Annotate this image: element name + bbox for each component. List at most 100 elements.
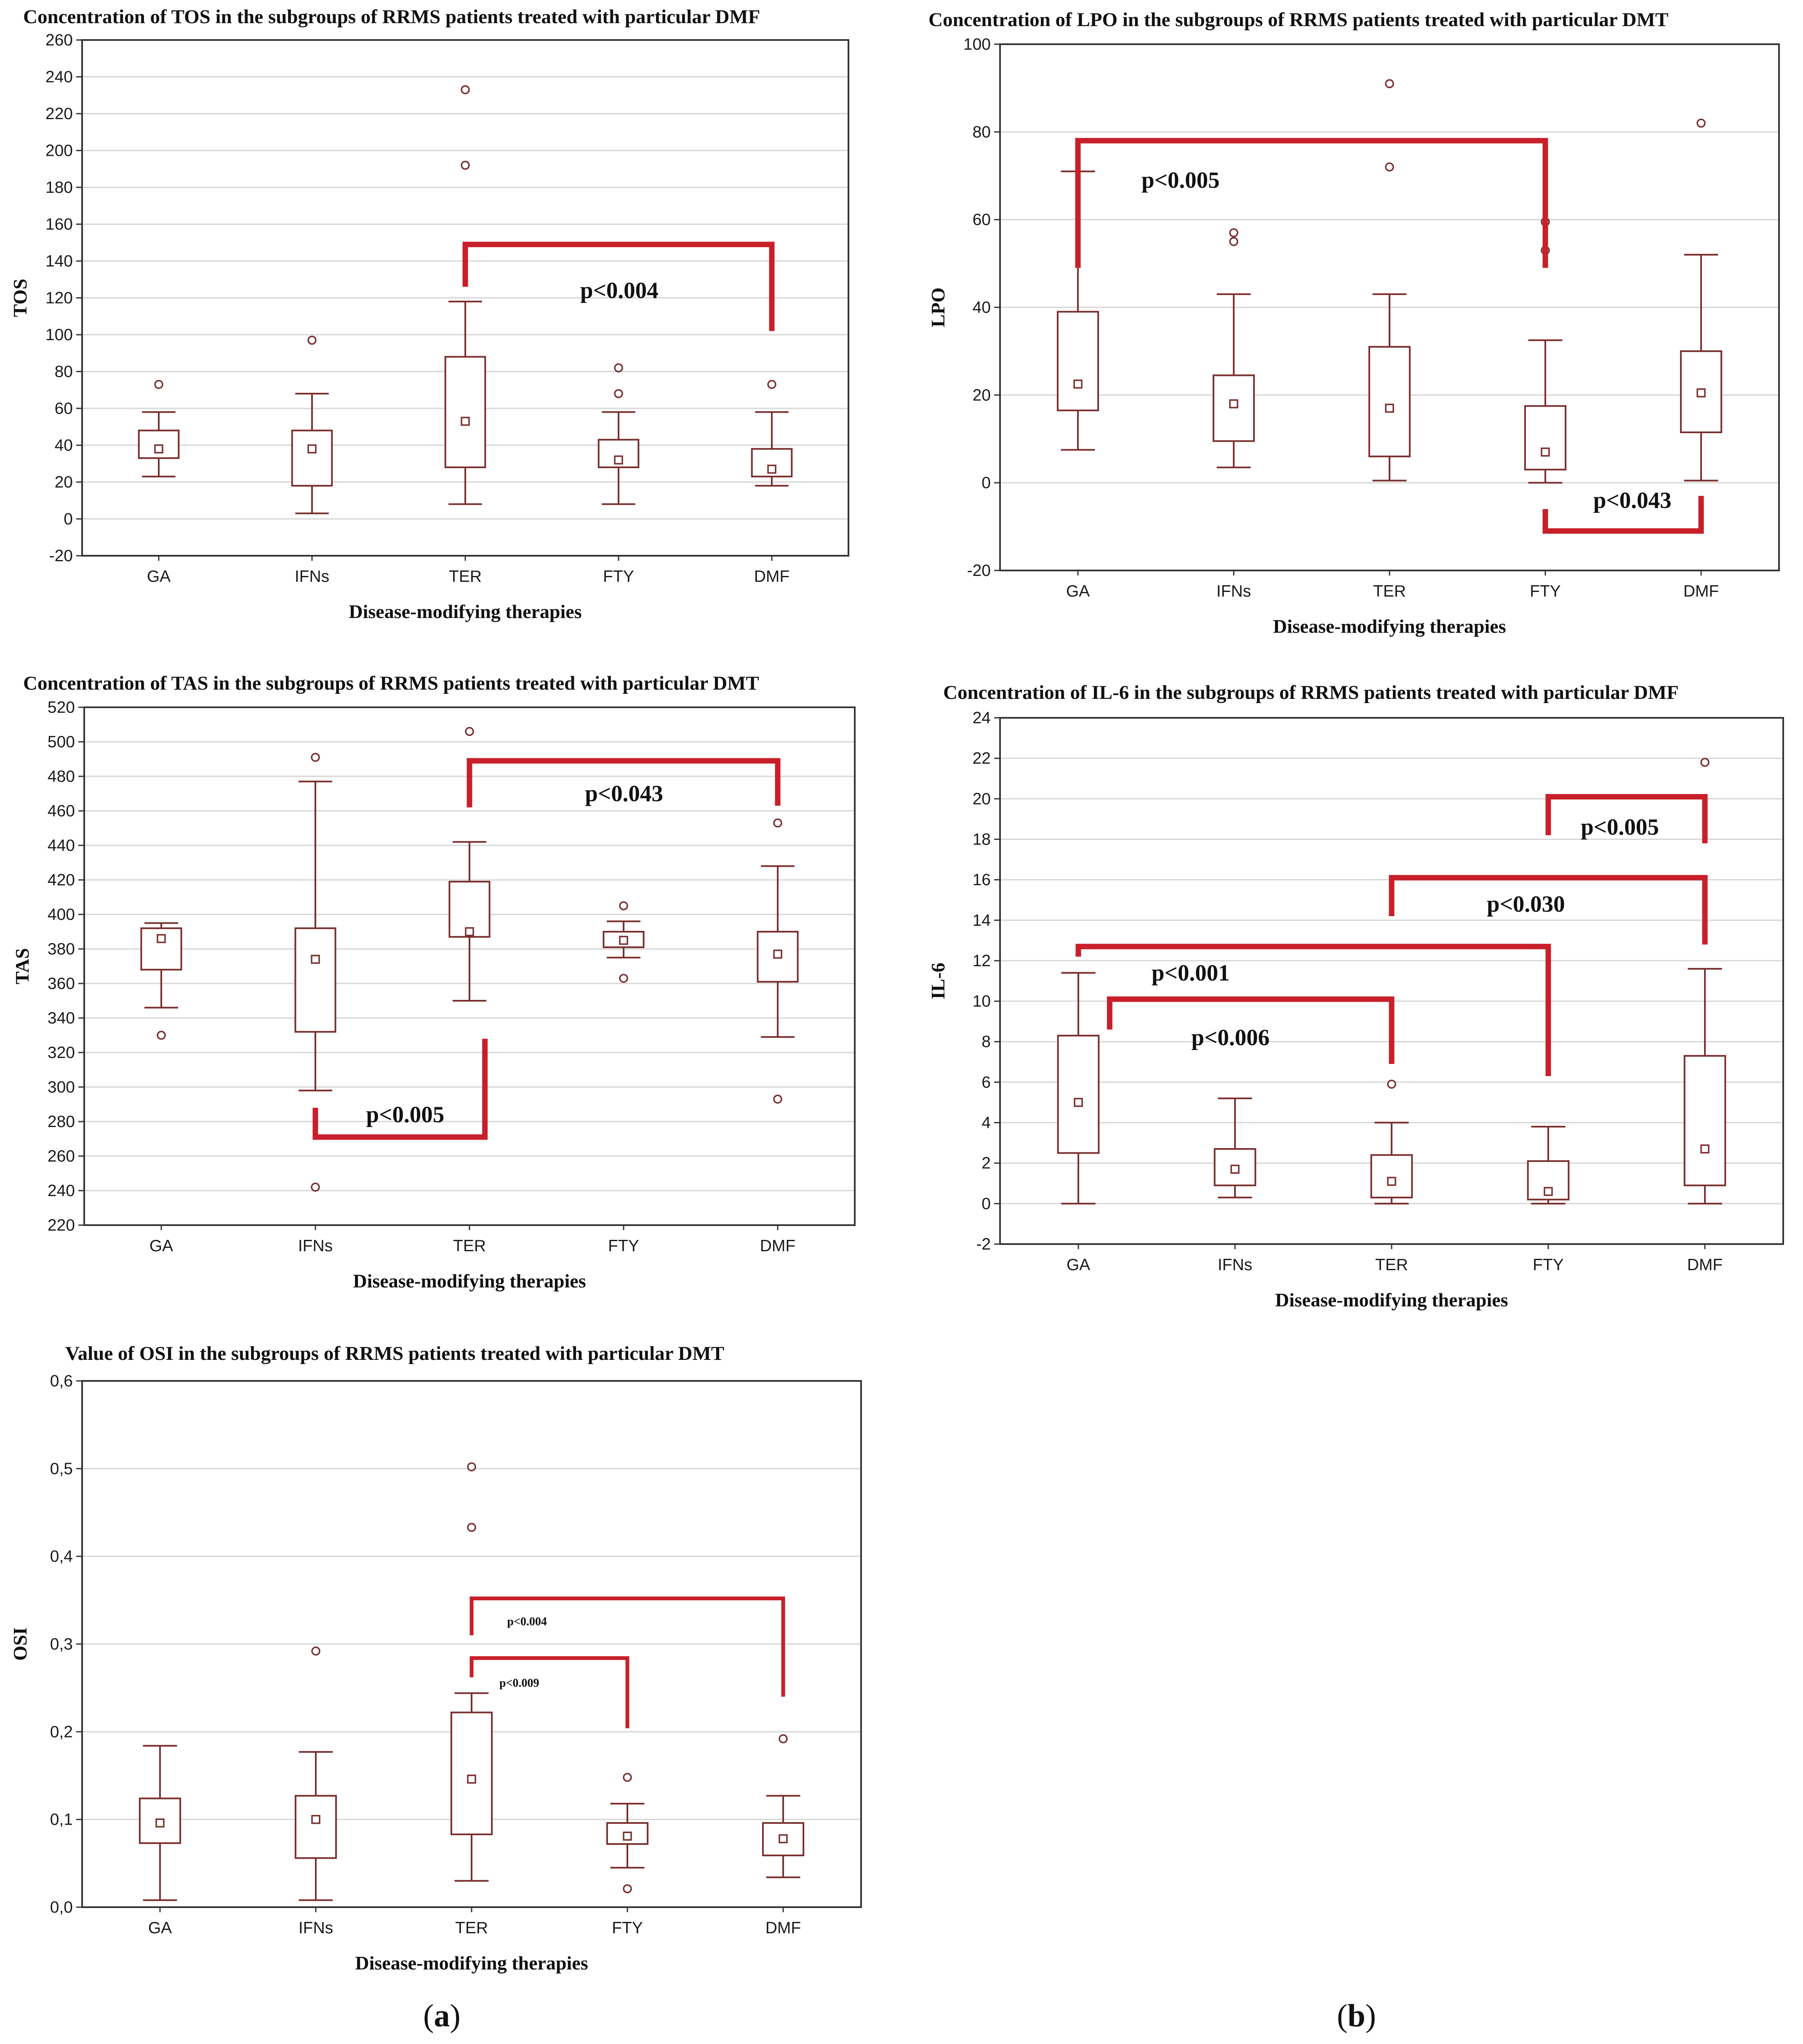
chart-osi: Value of OSI in the subgroups of RRMS pa… [9,1343,862,1974]
chart-tas: Concentration of TAS in the subgroups of… [11,672,856,1292]
y-tick-label: 440 [48,837,75,855]
chart-il6: Concentration of IL-6 in the subgroups o… [927,682,1784,1311]
p-value-label: p<0.009 [499,1676,539,1690]
y-tick-label: 80 [973,123,991,141]
median-marker [623,1831,632,1841]
outlier-point [614,389,623,398]
y-tick-label: 8 [982,1033,991,1051]
y-tick-label: 80 [55,363,73,381]
p-value-label: p<0.005 [1581,814,1659,840]
median-marker [307,444,317,453]
box-iqr [444,356,486,468]
outlier-point [773,818,782,828]
chart-title: Concentration of TOS in the subgroups of… [23,6,760,28]
outlier-point [461,160,470,170]
x-tick-label-ter: TER [449,568,482,586]
x-tick-label-ifns: IFNs [1216,582,1251,600]
x-tick-label-dmf: DMF [1687,1256,1723,1274]
median-marker [1696,388,1706,397]
x-tick-label-dmf: DMF [760,1237,795,1255]
outlier-point [467,1523,476,1532]
median-marker [311,1815,320,1824]
outlier-point [1385,79,1394,88]
x-tick-label-fty: FTY [612,1919,643,1937]
outlier-point [465,727,474,736]
x-tick-label-ga: GA [148,1919,172,1937]
outlier-point [157,1031,166,1040]
significance-bracket [312,1039,488,1140]
box-iqr [291,429,333,487]
p-value-label: p<0.005 [366,1102,445,1127]
chart-title: Concentration of TAS in the subgroups of… [23,672,759,694]
y-tick-label: 100 [963,35,991,53]
median-marker [155,1818,165,1828]
median-marker [619,935,628,945]
y-tick-label: 300 [48,1078,75,1096]
y-axis-label: OSI [9,1627,31,1660]
y-tick-label: -20 [49,547,73,565]
median-marker [1385,403,1394,413]
outlier-point [307,336,317,345]
y-tick-label: 40 [973,298,991,317]
x-tick-label-ter: TER [453,1237,486,1255]
x-tick-label-fty: FTY [1530,582,1561,600]
box-iqr [1524,405,1567,471]
y-tick-label: 240 [48,1182,75,1200]
p-value-label: p<0.030 [1487,891,1565,917]
y-tick-label: 24 [973,709,991,727]
median-marker [154,444,163,453]
p-value-label: p<0.004 [580,277,659,303]
y-tick-label: 20 [973,790,991,808]
panel-label-b: (b) [1337,1998,1376,2034]
box-iqr [450,1711,493,1836]
median-marker [461,416,470,426]
median-marker [157,934,166,943]
significance-bracket [1075,943,1551,1076]
outlier-point [1229,237,1238,246]
y-axis-label: TAS [11,948,33,984]
outlier-point [311,1183,320,1192]
x-tick-label-ter: TER [1375,1256,1408,1274]
y-tick-label: 160 [45,216,73,234]
y-tick-label: 400 [48,906,75,924]
x-tick-label-fty: FTY [608,1237,639,1255]
y-tick-label: 0,3 [50,1635,73,1653]
panel-label-b-letter: b [1347,1998,1366,2033]
y-tick-label: 420 [48,871,75,889]
y-tick-label: 0,2 [50,1723,73,1741]
y-tick-label: 0 [982,1195,991,1213]
median-marker [779,1834,788,1844]
median-marker [1073,379,1083,389]
y-tick-label: 20 [973,386,991,404]
y-tick-label: 100 [45,326,73,344]
x-tick-label-dmf: DMF [1683,582,1719,600]
median-marker [773,949,782,959]
y-tick-label: 220 [48,1216,75,1234]
outlier-point [619,973,628,983]
significance-bracket [1545,794,1708,844]
median-marker [1229,399,1238,408]
y-tick-label: 6 [982,1073,991,1091]
y-tick-label: 260 [48,1147,75,1165]
y-tick-label: 180 [45,179,73,197]
y-tick-label: 0 [982,474,991,492]
outlier-point [467,1462,476,1471]
y-tick-label: 22 [973,749,991,767]
outlier-point [619,901,628,911]
outlier-point [773,1094,782,1104]
median-marker [467,1775,476,1784]
median-marker [1387,1177,1396,1186]
outlier-point [767,380,776,389]
y-tick-label: 200 [45,142,73,160]
y-tick-label: 16 [973,871,991,889]
y-tick-label: 0,0 [50,1898,73,1916]
y-tick-label: 12 [973,952,991,970]
median-marker [311,954,320,964]
y-tick-label: 280 [48,1113,75,1131]
y-tick-label: 0,6 [50,1372,73,1390]
outlier-point [311,753,320,762]
p-value-label: p<0.043 [585,781,663,806]
outlier-point [614,363,623,373]
